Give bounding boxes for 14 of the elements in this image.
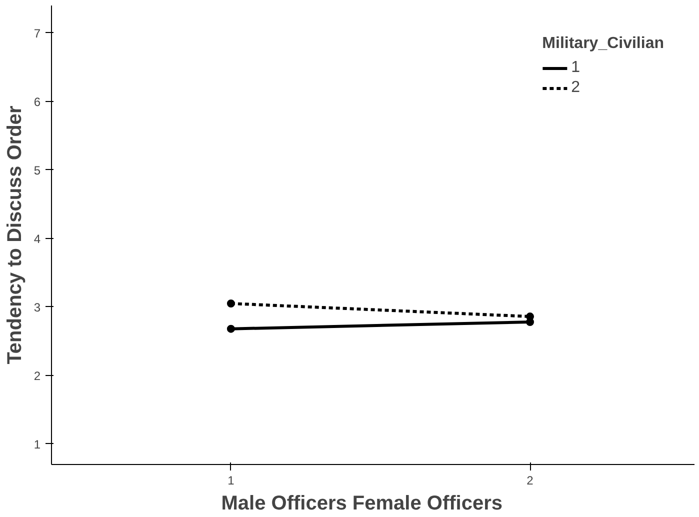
point <box>226 324 235 333</box>
point <box>226 300 235 308</box>
x-axis-title: Male Officers Female Officers <box>221 492 503 514</box>
legend-label: 1 <box>571 59 582 77</box>
y-tick-label: 6 <box>34 94 41 109</box>
y-tick-label: 3 <box>34 300 41 314</box>
legend-label: 2 <box>571 79 582 97</box>
y-tick-label: 7 <box>34 26 41 40</box>
y-axis-title: Tendency to Discuss Order <box>4 105 26 364</box>
y-tick-label: 1 <box>34 437 41 452</box>
y-tick-label: 5 <box>34 163 41 178</box>
y-tick-label: 2 <box>34 368 41 383</box>
y-tick-label: 4 <box>34 232 41 246</box>
legend-title: Military_Civilian <box>542 35 664 53</box>
